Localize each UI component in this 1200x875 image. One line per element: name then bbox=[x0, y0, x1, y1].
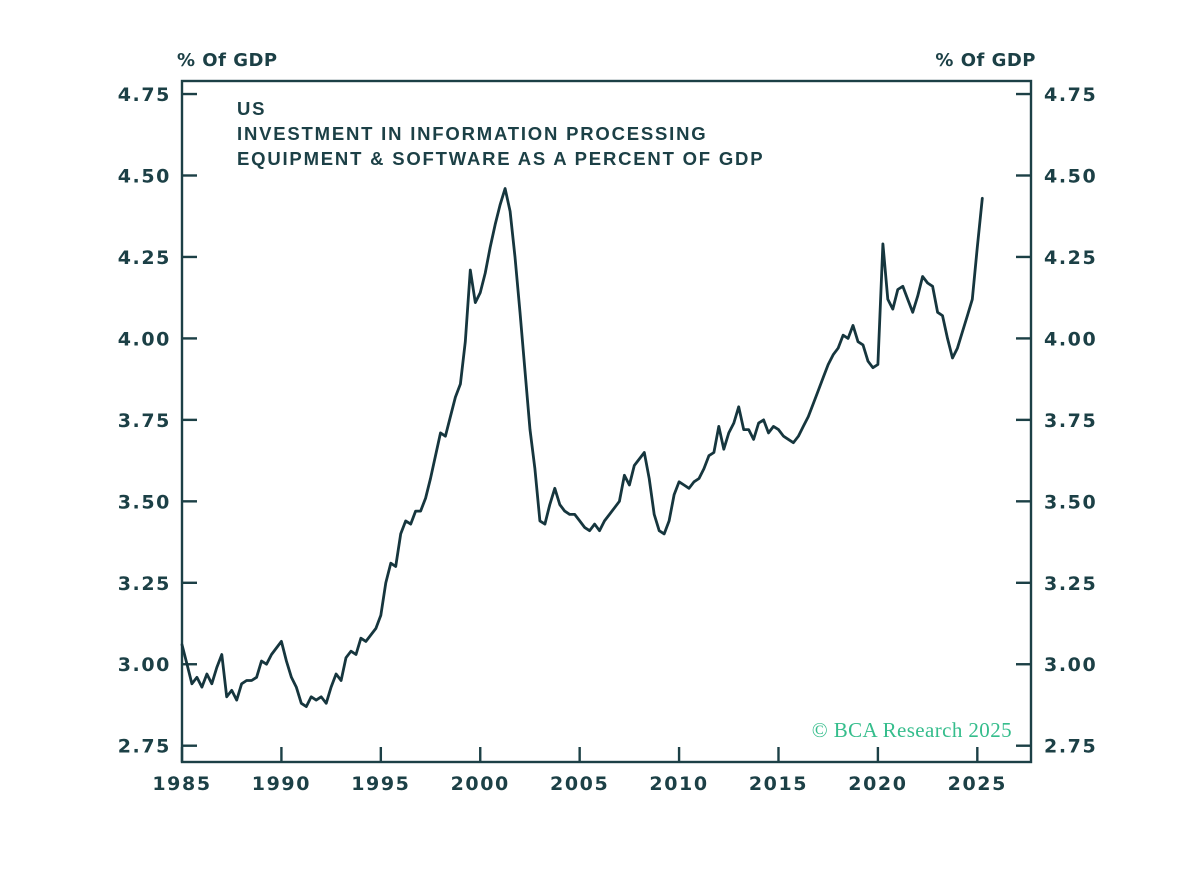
y-tick-label-right: 3.25 bbox=[1044, 573, 1097, 595]
plot-border bbox=[180, 79, 1033, 764]
chart-title-line-2: INVESTMENT IN INFORMATION PROCESSING bbox=[237, 123, 707, 144]
y-tick-label-left: 4.00 bbox=[118, 328, 171, 350]
y-tick-label-right: 3.00 bbox=[1044, 654, 1097, 676]
y-tick-label-left: 4.75 bbox=[118, 84, 171, 106]
x-tick-label: 2005 bbox=[550, 773, 609, 795]
chart-title: US INVESTMENT IN INFORMATION PROCESSING … bbox=[237, 98, 764, 169]
y-tick-label-left: 3.50 bbox=[118, 491, 171, 513]
y-tick-label-right: 4.75 bbox=[1044, 84, 1097, 106]
y-tick-label-right: 4.25 bbox=[1044, 247, 1097, 269]
y-tick-label-left: 3.25 bbox=[118, 573, 171, 595]
y-tick-label-right: 3.50 bbox=[1044, 491, 1097, 513]
x-tick-label: 2015 bbox=[749, 773, 808, 795]
plot-frame bbox=[180, 79, 1033, 764]
x-tick-label: 1995 bbox=[351, 773, 410, 795]
y-axis-unit-left: % Of GDP bbox=[177, 50, 278, 71]
series-line bbox=[180, 187, 984, 708]
y-tick-label-right: 2.75 bbox=[1044, 736, 1097, 758]
y-tick-label-left: 4.50 bbox=[118, 165, 171, 187]
x-tick-label: 2010 bbox=[649, 773, 708, 795]
axis-ticks bbox=[180, 92, 1031, 762]
chart-title-line-1: US bbox=[237, 98, 266, 119]
chart-title-line-3: EQUIPMENT & SOFTWARE AS A PERCENT OF GDP bbox=[237, 148, 764, 169]
y-axis-unit-right: % Of GDP bbox=[935, 50, 1036, 71]
y-tick-label-left: 2.75 bbox=[118, 736, 171, 758]
x-tick-label: 1985 bbox=[152, 773, 211, 795]
data-series bbox=[180, 187, 984, 708]
x-tick-label: 2000 bbox=[451, 773, 510, 795]
y-tick-label-left: 3.75 bbox=[118, 410, 171, 432]
y-tick-label-left: 4.25 bbox=[118, 247, 171, 269]
axis-tick-labels: 2.75 2.75 3.00 3.00 3.25 3.25 3.50 3.50 3.75 3.75… bbox=[118, 84, 1097, 795]
y-tick-label-left: 3.00 bbox=[118, 654, 171, 676]
y-tick-label-right: 3.75 bbox=[1044, 410, 1097, 432]
x-tick-label: 2020 bbox=[848, 773, 907, 795]
watermark: © BCA Research 2025 bbox=[812, 718, 1012, 742]
x-tick-label: 1990 bbox=[252, 773, 311, 795]
y-tick-label-right: 4.00 bbox=[1044, 328, 1097, 350]
y-tick-label-right: 4.50 bbox=[1044, 165, 1097, 187]
x-tick-label: 2025 bbox=[948, 773, 1007, 795]
